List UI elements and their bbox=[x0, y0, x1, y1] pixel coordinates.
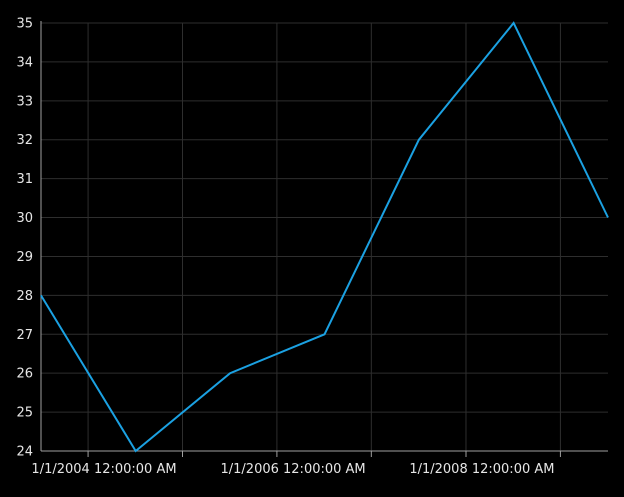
series-line bbox=[41, 23, 608, 451]
y-tick-label: 34 bbox=[16, 55, 33, 70]
grid bbox=[41, 23, 608, 451]
y-tick-label: 33 bbox=[16, 94, 33, 109]
y-tick-label: 27 bbox=[16, 328, 33, 343]
y-tick-label: 35 bbox=[16, 17, 33, 32]
y-tick-label: 30 bbox=[16, 211, 33, 226]
series bbox=[41, 23, 608, 451]
axes bbox=[41, 21, 608, 457]
x-tick-label: 1/1/2006 12:00:00 AM bbox=[221, 462, 366, 477]
x-axis-ticks: 1/1/2004 12:00:00 AM 1/1/2006 12:00:00 AM… bbox=[31, 462, 554, 477]
x-tick-label: 1/1/2008 12:00:00 AM bbox=[409, 462, 554, 477]
x-tick-label: 1/1/2004 12:00:00 AM bbox=[31, 462, 176, 477]
y-tick-label: 25 bbox=[16, 406, 33, 421]
y-tick-label: 28 bbox=[16, 289, 33, 304]
y-tick-label: 32 bbox=[16, 133, 33, 148]
y-tick-label: 26 bbox=[16, 367, 33, 382]
y-tick-label: 29 bbox=[16, 250, 33, 265]
y-tick-label: 24 bbox=[16, 445, 33, 460]
y-tick-label: 31 bbox=[16, 172, 33, 187]
y-axis-ticks: 24 25 26 27 28 29 30 31 32 33 34 35 bbox=[16, 17, 33, 460]
